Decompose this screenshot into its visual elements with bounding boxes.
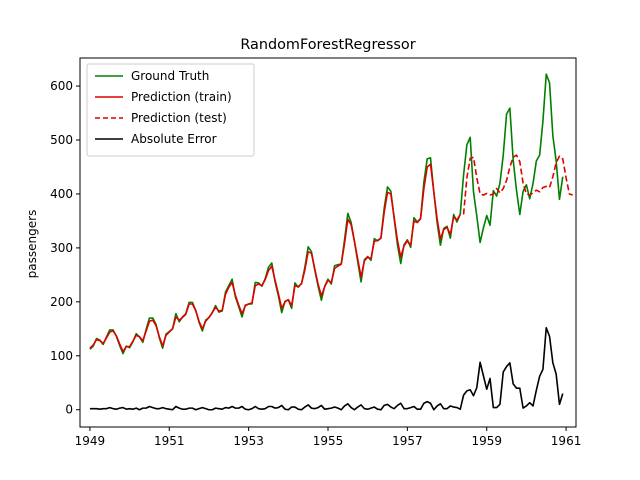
chart-title: RandomForestRegressor bbox=[240, 37, 415, 53]
y-axis-label: passengers bbox=[25, 210, 39, 279]
y-tick-label: 100 bbox=[50, 349, 73, 363]
legend-label-prediction-test: Prediction (test) bbox=[131, 111, 227, 125]
x-tick-label: 1949 bbox=[75, 434, 106, 448]
y-tick-label: 200 bbox=[50, 295, 73, 309]
x-tick-label: 1957 bbox=[392, 434, 423, 448]
plot-area: 1949 1951 1953 1955 1957 1959 1961 0 100 200 300 40… bbox=[50, 57, 582, 448]
legend-label-absolute-error: Absolute Error bbox=[131, 132, 217, 146]
series-line-absolute-error bbox=[89, 326, 564, 411]
series-line-prediction-test bbox=[462, 154, 573, 215]
series-group bbox=[89, 73, 573, 411]
y-tick-label: 500 bbox=[50, 133, 73, 147]
x-tick-label: 1959 bbox=[471, 434, 502, 448]
x-tick-label: 1953 bbox=[233, 434, 264, 448]
x-tick-label: 1961 bbox=[551, 434, 582, 448]
series-line-prediction-train bbox=[89, 163, 461, 353]
y-tick-label: 0 bbox=[65, 403, 73, 417]
legend-label-ground-truth: Ground Truth bbox=[131, 69, 209, 83]
y-tick-label: 400 bbox=[50, 187, 73, 201]
legend: Ground Truth Prediction (train) Prediction… bbox=[86, 63, 255, 157]
y-tick-label: 600 bbox=[50, 79, 73, 93]
legend-label-prediction-train: Prediction (train) bbox=[131, 90, 232, 104]
x-tick-label: 1951 bbox=[154, 434, 185, 448]
legend-box bbox=[86, 63, 255, 157]
x-tick-label: 1955 bbox=[313, 434, 344, 448]
y-tick-label: 300 bbox=[50, 241, 73, 255]
